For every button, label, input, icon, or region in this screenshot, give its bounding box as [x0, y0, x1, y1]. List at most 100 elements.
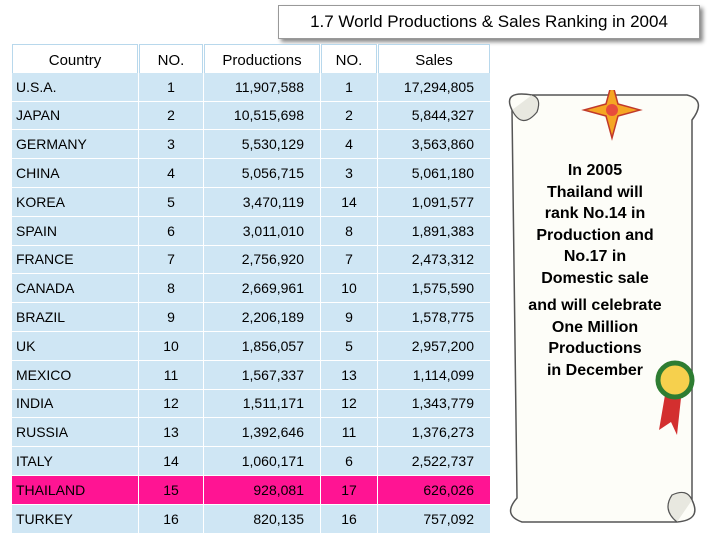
table-cell: 1,891,383 [378, 216, 490, 245]
table-cell: 626,026 [378, 475, 490, 504]
scroll-decoration [508, 90, 700, 523]
column-header: NO. [321, 44, 377, 76]
table-cell: 2,522,737 [378, 447, 490, 475]
table-cell: 15 [139, 475, 203, 504]
table-cell: TURKEY [12, 504, 138, 533]
scroll-note: In 2005 Thailand will rank No.14 in Product… [500, 160, 690, 381]
column-header: Country [12, 44, 138, 76]
table-cell: 928,081 [204, 475, 320, 504]
table-cell: ITALY [12, 447, 138, 475]
note-line: Production and [536, 226, 654, 244]
table-cell: 757,092 [378, 504, 490, 533]
table-cell: 6 [139, 216, 203, 245]
table-cell: 5,530,129 [204, 130, 320, 159]
table-cell: 14 [139, 447, 203, 475]
table-cell: BRAZIL [12, 303, 138, 331]
table-cell: 13 [321, 360, 377, 389]
slide-title: 1.7 World Productions & Sales Ranking in… [278, 5, 700, 39]
table-cell: 7 [139, 245, 203, 274]
table-cell: 1,114,099 [378, 360, 490, 389]
table-cell: 3,470,119 [204, 187, 320, 216]
table-cell: 2,473,312 [378, 245, 490, 274]
note-line: Domestic sale [541, 269, 649, 287]
table-cell: 1,511,171 [204, 389, 320, 418]
table-cell: JAPAN [12, 101, 138, 130]
note-line: and will celebrate [528, 297, 662, 314]
table-cell: 1,856,057 [204, 331, 320, 360]
table-cell: 1,343,779 [378, 389, 490, 418]
table-cell: 3 [139, 130, 203, 159]
table-cell: GERMANY [12, 130, 138, 159]
table-cell: 1,567,337 [204, 360, 320, 389]
table-cell: 12 [139, 389, 203, 418]
table-cell: KOREA [12, 187, 138, 216]
table-cell: 1,091,577 [378, 187, 490, 216]
table-cell: 9 [139, 303, 203, 331]
column-header: Productions [204, 44, 320, 76]
table-cell: 3,563,860 [378, 130, 490, 159]
table-cell: MEXICO [12, 360, 138, 389]
table-cell: 1,060,171 [204, 447, 320, 475]
table-cell: RUSSIA [12, 418, 138, 447]
table-cell: 5 [321, 331, 377, 360]
table-cell: 4 [321, 130, 377, 159]
ranking-table: Country NO. Productions NO. Sales U.S.A. 1 11,9… [12, 44, 490, 533]
table-cell: 2,669,961 [204, 274, 320, 303]
table-cell: THAILAND [12, 475, 138, 504]
table-cell: 6 [321, 447, 377, 475]
column-header: Sales [378, 44, 490, 76]
note-line: Thailand will [546, 183, 643, 201]
note-line: No.17 in [563, 248, 627, 265]
table-cell: SPAIN [12, 216, 138, 245]
table-cell: 10 [321, 274, 377, 303]
table-cell: 7 [321, 245, 377, 274]
table-cell: INDIA [12, 389, 138, 418]
note-line: One Million [551, 318, 639, 336]
table-cell: 11 [139, 360, 203, 389]
table-cell: 10 [139, 331, 203, 360]
table-cell: 820,135 [204, 504, 320, 533]
table-cell: 10,515,698 [204, 101, 320, 130]
table-cell: 3,011,010 [204, 216, 320, 245]
table-cell: 2,756,920 [204, 245, 320, 274]
table-cell: 13 [139, 418, 203, 447]
table-cell: U.S.A. [12, 72, 138, 101]
table-cell: 8 [139, 274, 203, 303]
table-cell: 4 [139, 159, 203, 187]
table-cell: 11 [321, 418, 377, 447]
table-cell: FRANCE [12, 245, 138, 274]
table-cell: 12 [321, 389, 377, 418]
table-cell: 8 [321, 216, 377, 245]
table-cell: 5,844,327 [378, 101, 490, 130]
table-cell: 5 [139, 187, 203, 216]
table-cell: CANADA [12, 274, 138, 303]
table-cell: 1,392,646 [204, 418, 320, 447]
table-cell: 1,575,590 [378, 274, 490, 303]
table-cell: 1,578,775 [378, 303, 490, 331]
table-cell: 1 [321, 72, 377, 101]
table-cell: UK [12, 331, 138, 360]
table-cell: 3 [321, 159, 377, 187]
table-cell: 2,206,189 [204, 303, 320, 331]
table-cell: CHINA [12, 159, 138, 187]
table-cell: 2,957,200 [378, 331, 490, 360]
table-cell: 16 [321, 504, 377, 533]
table-cell: 5,056,715 [204, 159, 320, 187]
column-header: NO. [139, 44, 203, 76]
table-cell: 17 [321, 475, 377, 504]
table-cell: 9 [321, 303, 377, 331]
table-cell: 5,061,180 [378, 159, 490, 187]
note-line: in December [546, 361, 644, 379]
table-cell: 14 [321, 187, 377, 216]
table-cell: 2 [139, 101, 203, 130]
note-line: rank No.14 in [544, 205, 646, 222]
table-cell: 1 [139, 72, 203, 101]
table-cell: 11,907,588 [204, 72, 320, 101]
table-cell: 17,294,805 [378, 72, 490, 101]
table-cell: 16 [139, 504, 203, 533]
table-cell: 1,376,273 [378, 418, 490, 447]
table-cell: 2 [321, 101, 377, 130]
note-line: In 2005 [567, 162, 623, 179]
note-line: Productions [548, 340, 642, 357]
